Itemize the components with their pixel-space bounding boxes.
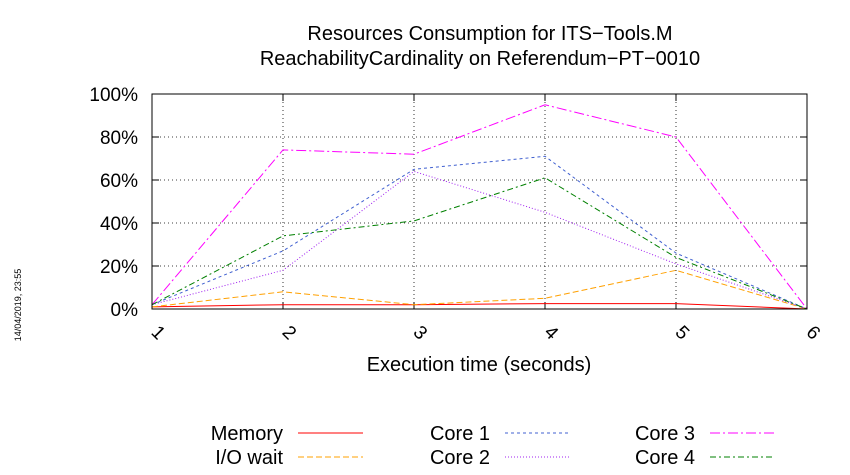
y-tick-label: 100% (89, 85, 138, 106)
y-tick-label: 20% (100, 257, 138, 278)
legend-label-core-4: Core 4 (635, 447, 695, 469)
chart-title-line-2: ReachabilityCardinality on Referendum−PT… (260, 48, 700, 70)
x-tick-label: 1 (147, 322, 169, 344)
legend-label-core-3: Core 3 (635, 423, 695, 445)
series-core-4-line (151, 177, 808, 310)
y-tick-label: 80% (100, 128, 138, 149)
series-core-2-line (151, 170, 808, 310)
y-tick-label: 40% (100, 214, 138, 235)
y-tick-label: 60% (100, 171, 138, 192)
legend-label-i-o-wait: I/O wait (215, 447, 283, 469)
series-lines (151, 104, 808, 310)
y-tick-label: 0% (111, 300, 139, 321)
legend-label-core-1: Core 1 (430, 423, 490, 445)
series-memory-line (151, 303, 808, 310)
x-tick-label: 2 (278, 322, 300, 344)
series-core-3-line (151, 104, 808, 310)
timestamp: 14/04/2019, 23:55 (13, 269, 23, 342)
x-tick-label: 6 (802, 322, 824, 344)
grid (152, 94, 807, 309)
plot-border (151, 93, 808, 310)
series-core-1-line (151, 155, 808, 310)
y-axis-ticks: 0% 20% 40% 60% 80% 100% (89, 85, 807, 321)
x-tick-label: 3 (409, 322, 431, 344)
series-i-o-wait-line (151, 269, 808, 310)
x-axis-ticks: 1 2 3 4 5 6 (147, 94, 824, 345)
x-tick-label: 5 (671, 322, 693, 344)
legend-label-memory: Memory (211, 423, 283, 445)
x-tick-label: 4 (540, 322, 563, 345)
chart-title-line-1: Resources Consumption for ITS−Tools.M (307, 23, 672, 45)
x-axis-label: Execution time (seconds) (367, 354, 592, 376)
legend-label-core-2: Core 2 (430, 447, 490, 469)
